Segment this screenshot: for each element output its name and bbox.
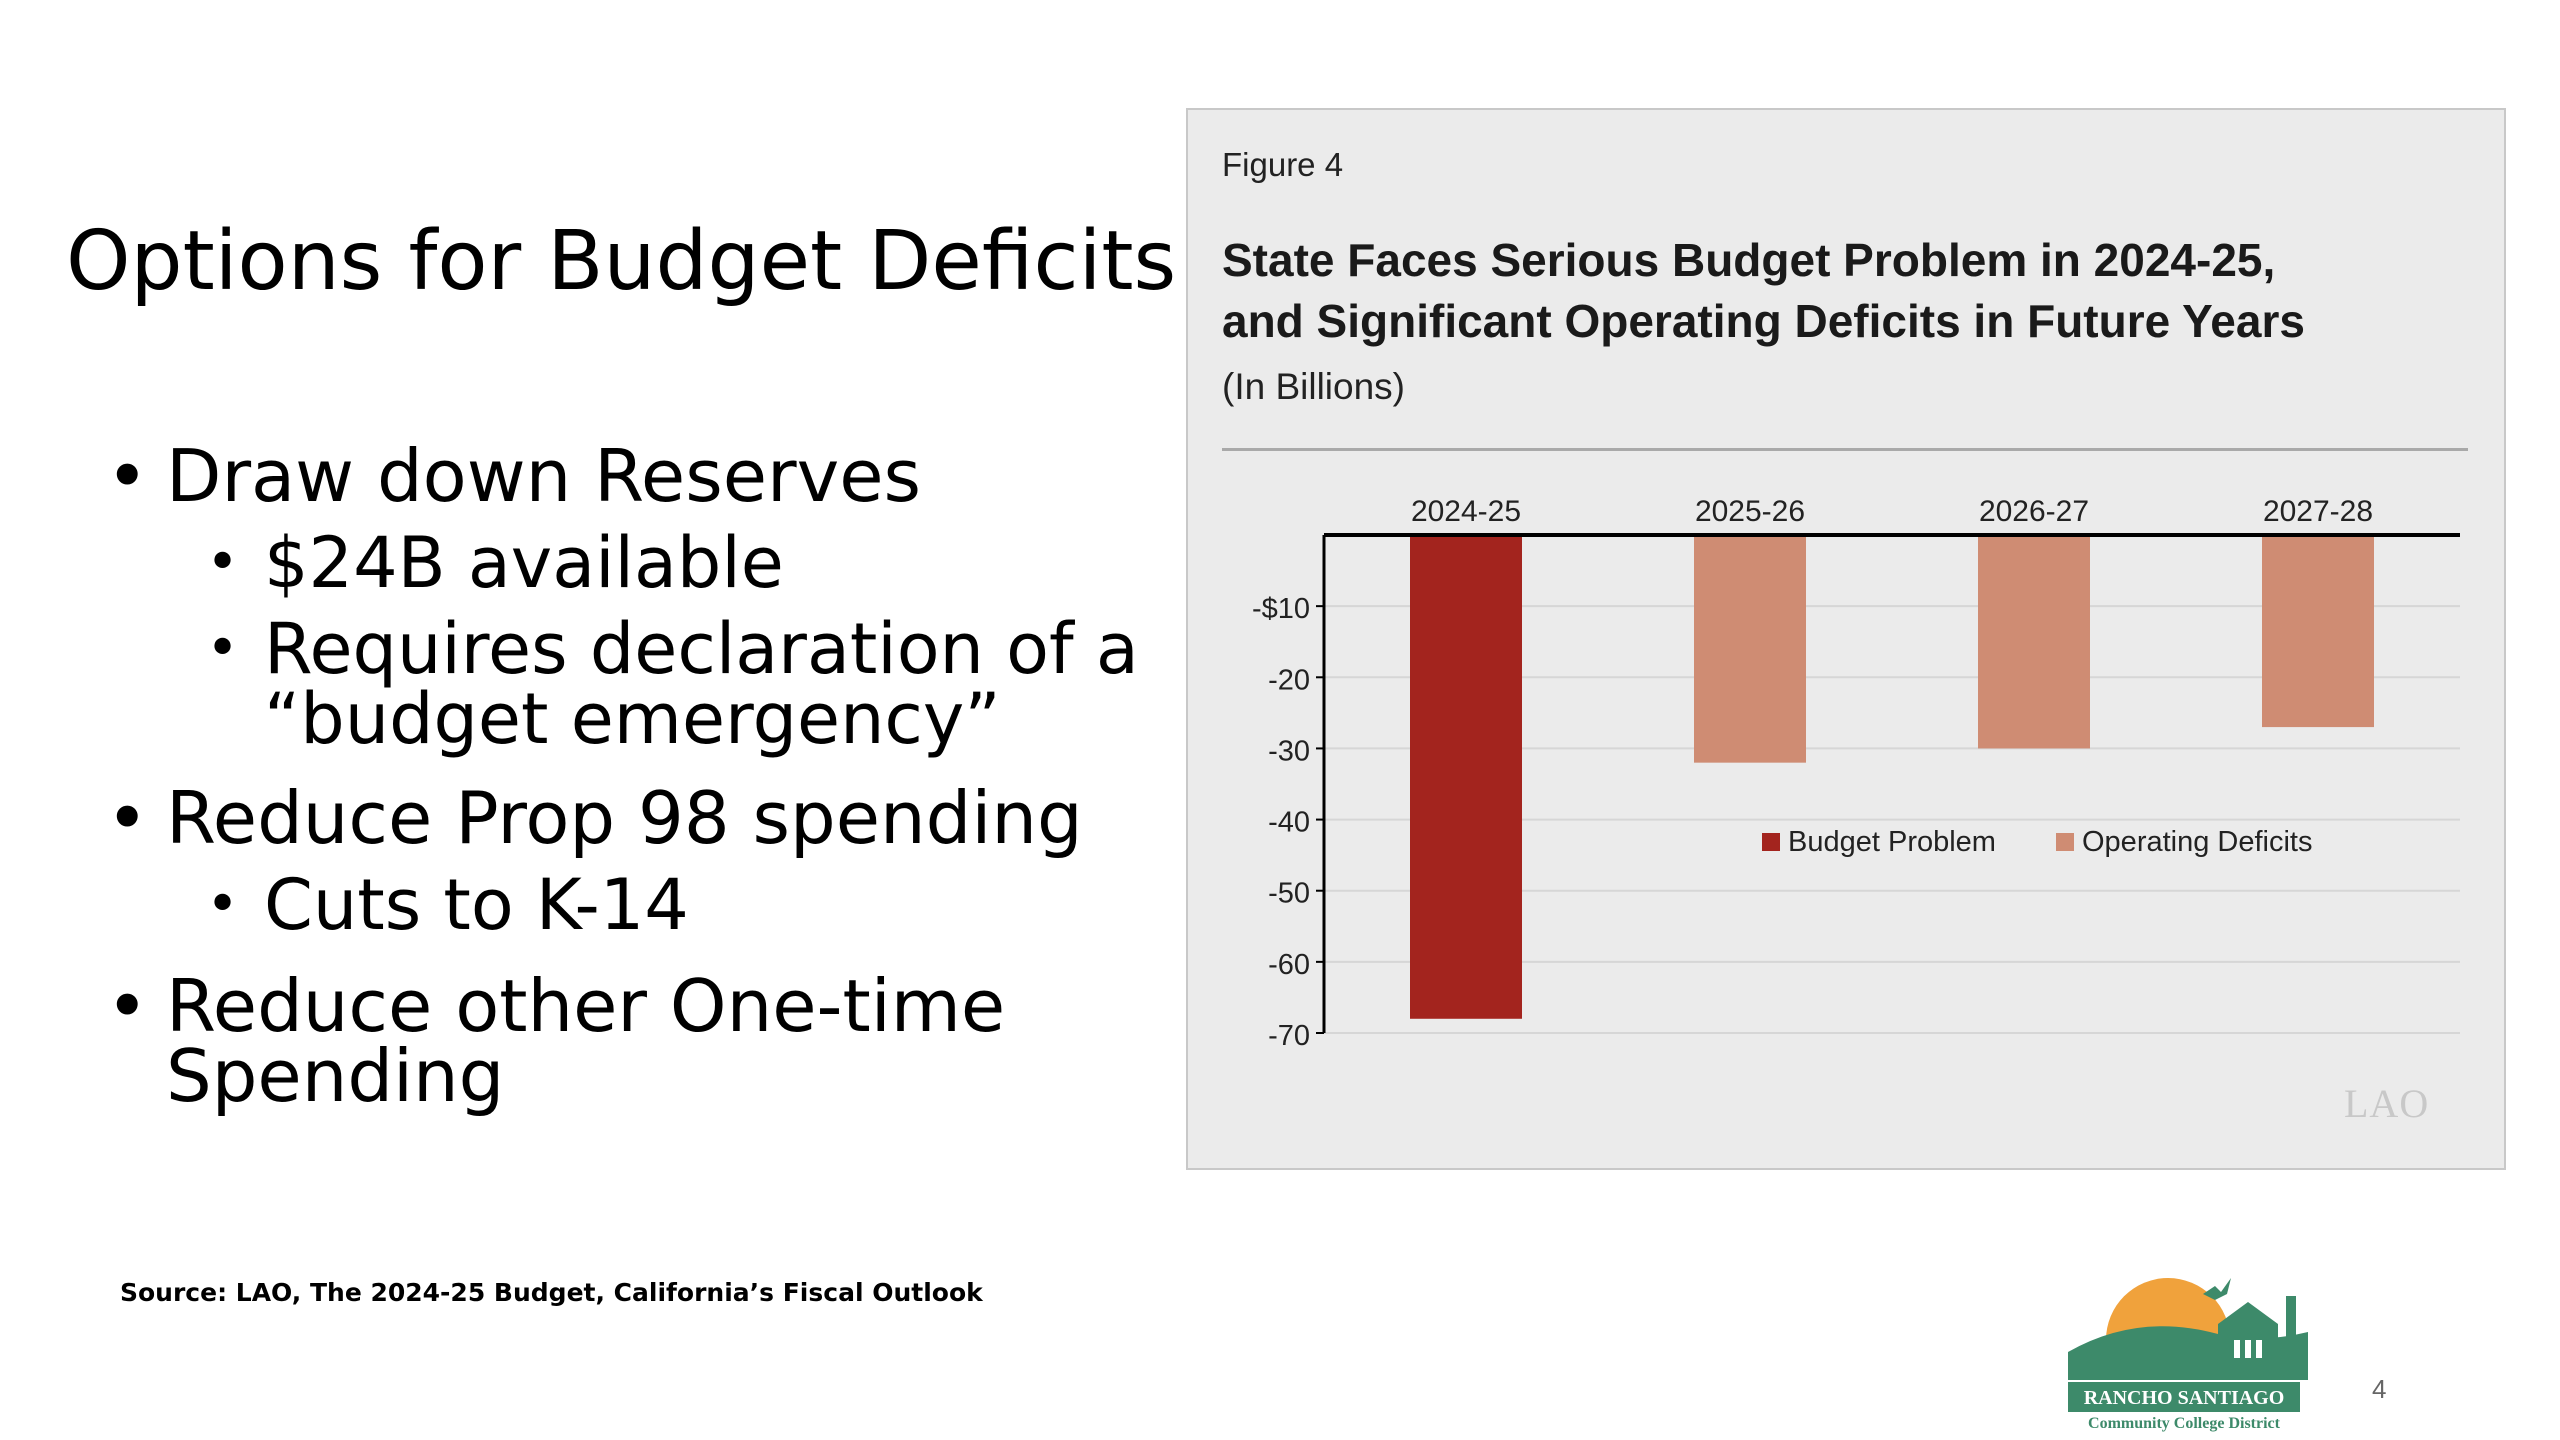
rancho-santiago-logo: RANCHO SANTIAGO Community College Distri…	[2058, 1278, 2348, 1432]
figure-subtitle: (In Billions)	[1222, 366, 1405, 407]
x-category-label: 2024-25	[1411, 495, 1521, 528]
sub-bullet-item: • Cuts to K-14	[206, 870, 689, 940]
bullet-dot-icon: •	[206, 530, 240, 595]
bullet-item: • Draw down Reserves	[106, 440, 921, 512]
bullet-item: • Reduce Prop 98 spending	[106, 782, 1083, 854]
y-tick-label: -30	[1268, 735, 1310, 767]
figure-title: State Faces Serious Budget Problem in 20…	[1222, 230, 2305, 352]
bullet-item: • Reduce other One-time	[106, 970, 1005, 1042]
x-category-label: 2027-28	[2263, 495, 2373, 528]
bullet-text: Cuts to K-14	[264, 864, 689, 946]
x-category-label: 2025-26	[1695, 495, 1805, 528]
legend-swatch-budget-problem	[1762, 833, 1780, 851]
y-tick-label: -70	[1268, 1020, 1310, 1052]
bullet-text: Spending	[166, 1034, 505, 1118]
figure-panel: Figure 4 State Faces Serious Budget Prob…	[1186, 108, 2506, 1170]
figure-divider	[1222, 448, 2468, 451]
bullet-text: Draw down Reserves	[166, 434, 922, 518]
logo-name: RANCHO SANTIAGO	[2084, 1387, 2285, 1409]
bar-2027-28	[2262, 535, 2374, 728]
y-tick-label: -50	[1268, 878, 1310, 910]
bar-2025-26	[1694, 535, 1806, 763]
y-tick-label: -$10	[1252, 593, 1310, 625]
logo-subname: Community College District	[2088, 1415, 2281, 1432]
source-note: Source: LAO, The 2024-25 Budget, Califor…	[120, 1278, 983, 1307]
logo-bird-icon	[2203, 1278, 2231, 1300]
sub-bullet-item: • $24B available	[206, 528, 784, 598]
bar-2024-25	[1410, 535, 1522, 1019]
bullet-dot-icon: •	[106, 434, 149, 518]
y-tick-label: -20	[1268, 664, 1310, 696]
bar-chart: -$10 -20 -30 -40 -50 -60 -70 2024-25 2025-26 2026…	[1252, 495, 2460, 1052]
y-tick-label: -40	[1268, 807, 1310, 839]
bar-2026-27	[1978, 535, 2090, 749]
sub-bullet-item: • Requires declaration of a	[206, 614, 1139, 684]
bullet-text: Requires declaration of a	[264, 608, 1139, 690]
bullet-text: Reduce Prop 98 spending	[166, 776, 1083, 860]
bullet-text: Reduce other One-time	[166, 964, 1006, 1048]
y-tick-label: -60	[1268, 949, 1310, 981]
sub-bullet-item: “budget emergency”	[264, 684, 1001, 754]
legend-label-operating-deficits: Operating Deficits	[2082, 826, 2313, 858]
bullet-dot-icon: •	[106, 964, 149, 1048]
bullet-item: Spending	[166, 1040, 504, 1112]
page-number: 4	[2372, 1374, 2387, 1404]
lao-watermark: LAO	[2344, 1081, 2430, 1126]
bullet-dot-icon: •	[106, 776, 149, 860]
bullet-dot-icon: •	[206, 872, 240, 937]
bullet-dot-icon: •	[206, 616, 240, 681]
x-category-label: 2026-27	[1979, 495, 2089, 528]
bullet-text: $24B available	[264, 522, 784, 604]
legend-label-budget-problem: Budget Problem	[1788, 826, 1996, 858]
figure-label: Figure 4	[1222, 146, 1344, 183]
figure-title-line-2: and Significant Operating Deficits in Fu…	[1222, 295, 2305, 347]
bullet-text: “budget emergency”	[264, 678, 1001, 760]
slide-title: Options for Budget Deficits	[66, 214, 1177, 309]
figure-title-line-1: State Faces Serious Budget Problem in 20…	[1222, 234, 2276, 286]
legend-swatch-operating-deficits	[2056, 833, 2074, 851]
